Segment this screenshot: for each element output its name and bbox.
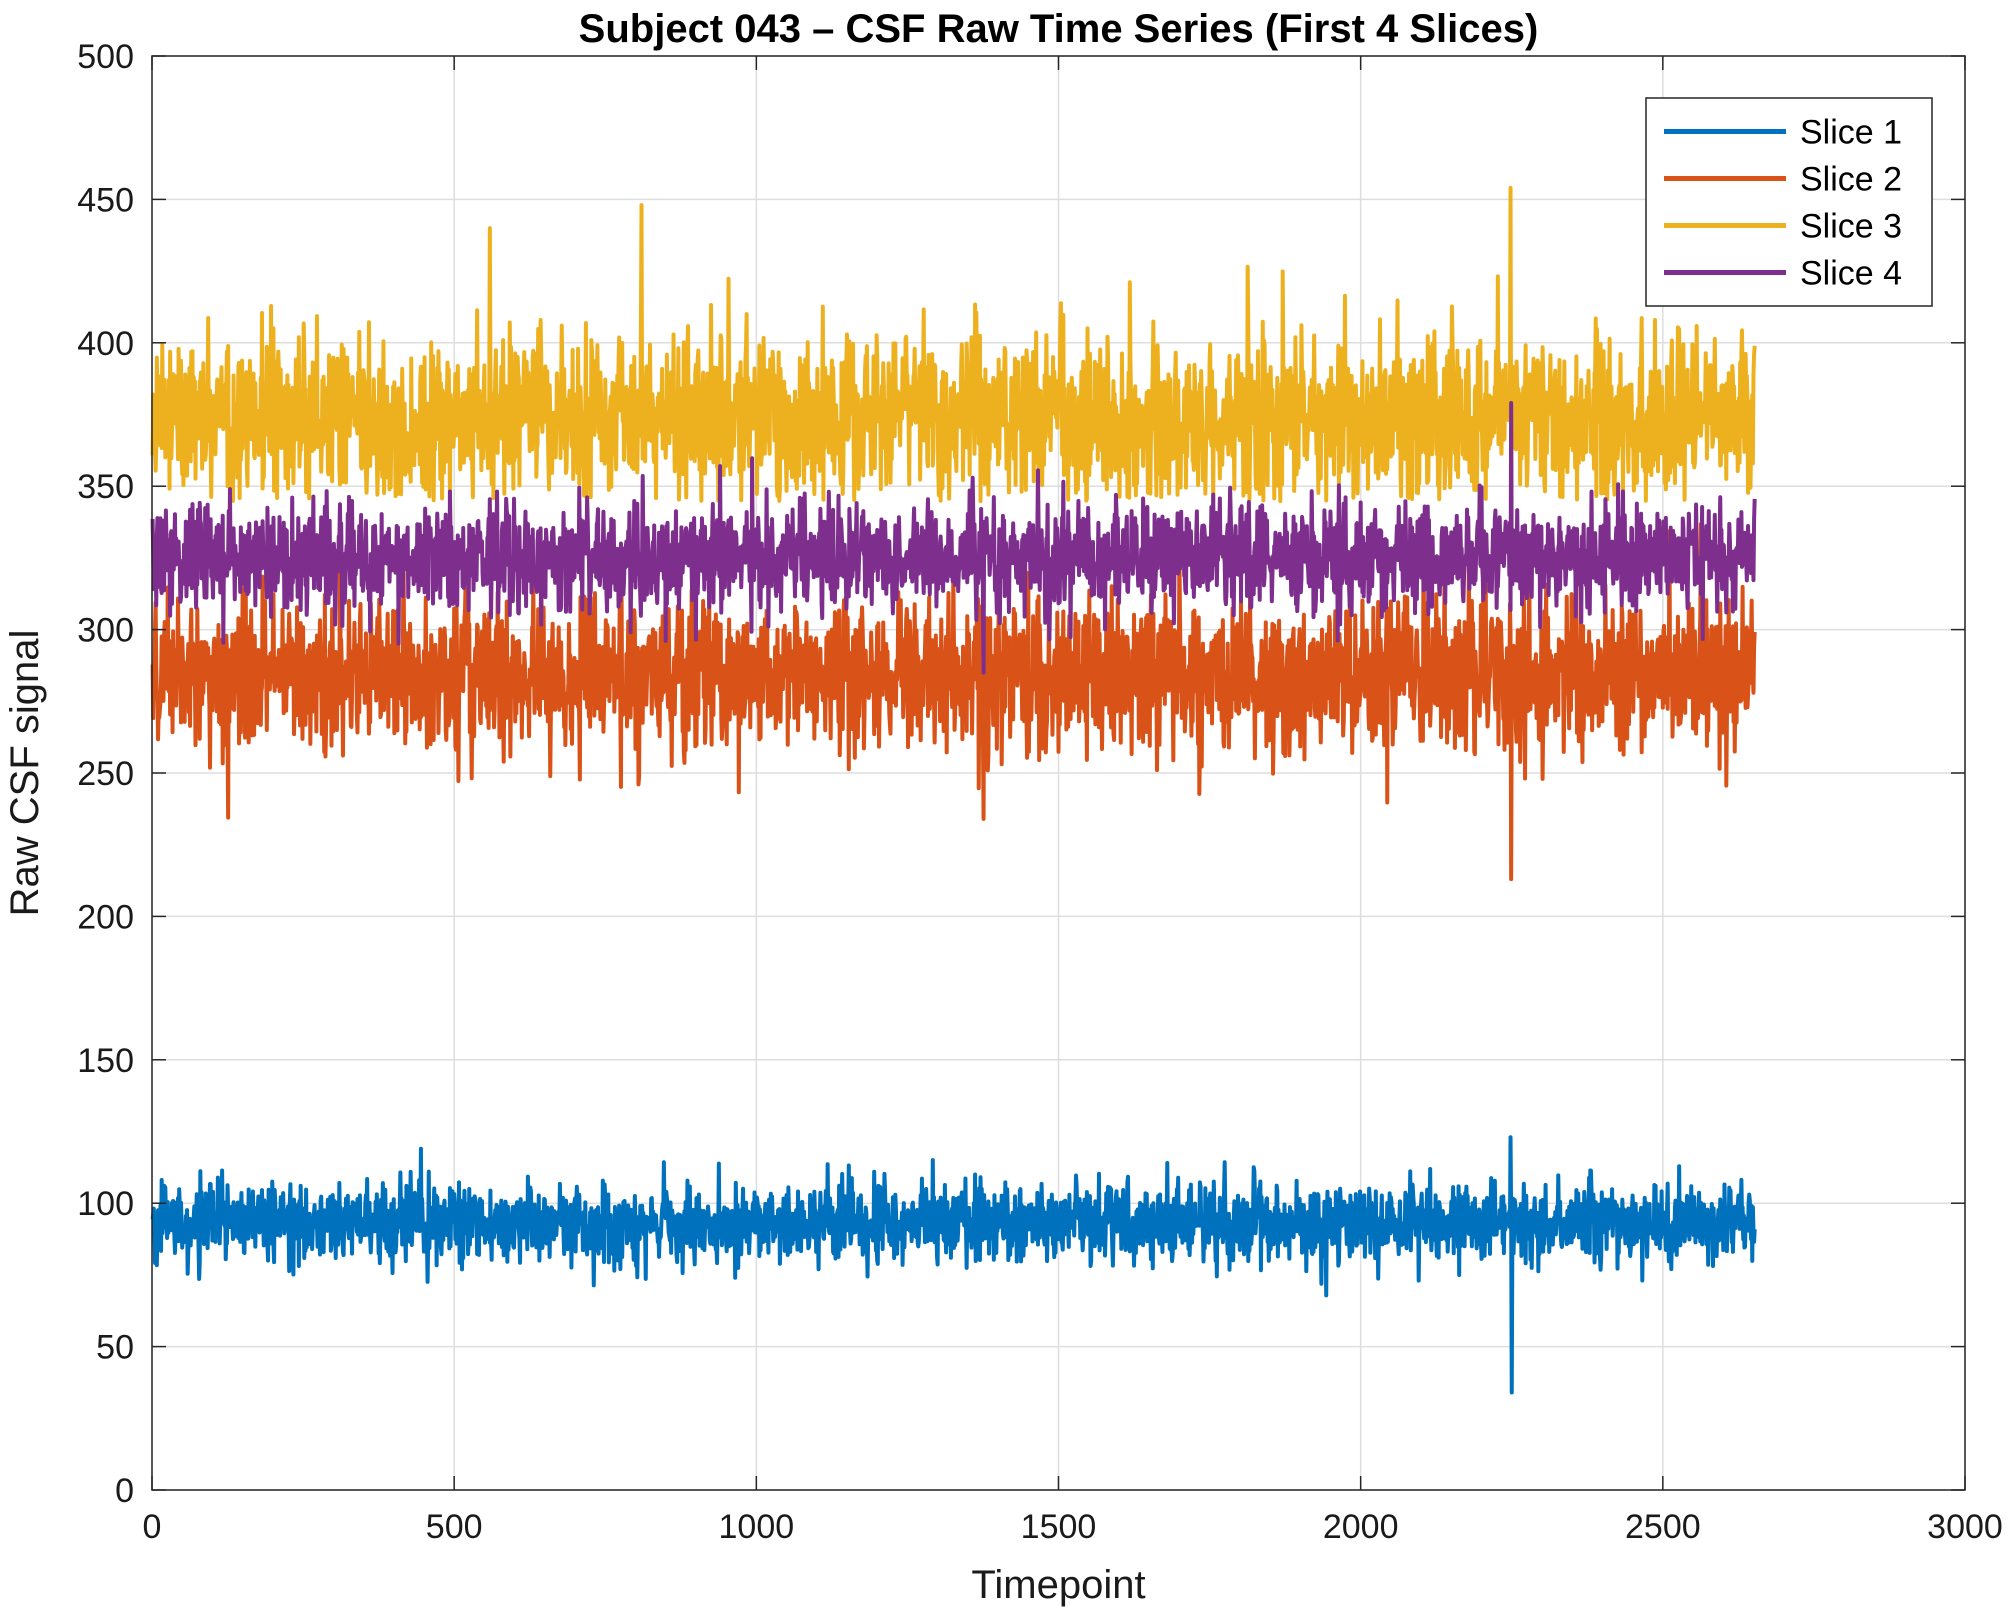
y-tick-label: 350 <box>77 468 134 506</box>
axis-ticks <box>151 55 1966 1491</box>
legend-label: Slice 2 <box>1800 161 1902 199</box>
legend-label: Slice 3 <box>1800 208 1902 246</box>
y-tick-label: 250 <box>77 755 134 793</box>
chart-title: Subject 043 – CSF Raw Time Series (First… <box>579 7 1539 51</box>
y-tick-label: 450 <box>77 181 134 219</box>
series-line-slice-2 <box>150 522 1757 882</box>
y-tick-label: 0 <box>115 1472 134 1510</box>
y-tick-label: 150 <box>77 1042 134 1080</box>
x-tick-label: 1000 <box>719 1508 795 1546</box>
x-tick-label: 0 <box>143 1508 162 1546</box>
legend-item: Slice 2 <box>1664 161 1902 199</box>
y-tick-label: 100 <box>77 1185 134 1223</box>
x-tick-label: 2500 <box>1625 1508 1701 1546</box>
y-tick-label: 500 <box>77 38 134 76</box>
x-axis-label: Timepoint <box>971 1563 1145 1607</box>
x-tick-label: 500 <box>426 1508 483 1546</box>
legend-item: Slice 4 <box>1664 255 1902 293</box>
series-lines <box>150 185 1757 1395</box>
legend-item: Slice 1 <box>1664 114 1902 152</box>
series-line-slice-4 <box>150 401 1757 675</box>
y-tick-label: 400 <box>77 325 134 363</box>
legend-item: Slice 3 <box>1664 208 1902 246</box>
series-line-slice-3 <box>150 185 1757 504</box>
x-tick-label: 2000 <box>1323 1508 1399 1546</box>
y-tick-label: 300 <box>77 612 134 650</box>
y-tick-label: 50 <box>96 1329 134 1367</box>
y-axis-label: Raw CSF signal <box>3 630 47 917</box>
x-tick-label: 3000 <box>1927 1508 2003 1546</box>
x-tick-labels: 0 500 1000 1500 2000 2500 3000 <box>143 1508 2003 1546</box>
y-tick-labels: 0 50 100 150 200 250 300 350 400 450 500 <box>77 38 134 1510</box>
y-tick-label: 200 <box>77 898 134 936</box>
series-line-slice-1 <box>150 1135 1757 1395</box>
legend-label: Slice 1 <box>1800 114 1902 152</box>
x-tick-label: 1500 <box>1021 1508 1097 1546</box>
legend-label: Slice 4 <box>1800 255 1902 293</box>
legend: Slice 1 Slice 2 Slice 3 Slice 4 <box>1645 97 1933 307</box>
